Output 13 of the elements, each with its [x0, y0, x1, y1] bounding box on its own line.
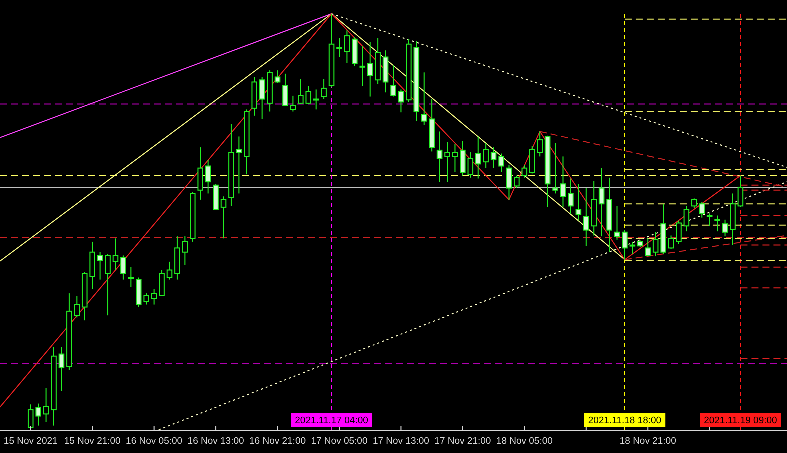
x-tick-label: 16 Nov 13:00: [188, 436, 244, 447]
ref-line-label: 2021.11.19 09:00: [704, 416, 778, 426]
x-tick-label: 17 Nov 21:00: [434, 436, 492, 447]
x-tick-label: 18 Nov 21:00: [620, 436, 676, 447]
x-tick-label: 16 Nov 05:00: [126, 436, 183, 447]
ref-line-label: 2021.11.17 04:00: [295, 416, 368, 426]
x-tick-label: 16 Nov 21:00: [250, 436, 306, 447]
x-tick-label: 17 Nov 13:00: [372, 436, 430, 447]
x-tick-label: 18 Nov 05:00: [496, 436, 553, 447]
x-tick-label: 17 Nov 05:00: [311, 436, 368, 447]
ref-line-label: 2021.11.18 18:00: [588, 416, 662, 426]
x-tick-label: 15 Nov 2021: [4, 436, 58, 447]
x-tick-label: 15 Nov 21:00: [64, 436, 121, 447]
